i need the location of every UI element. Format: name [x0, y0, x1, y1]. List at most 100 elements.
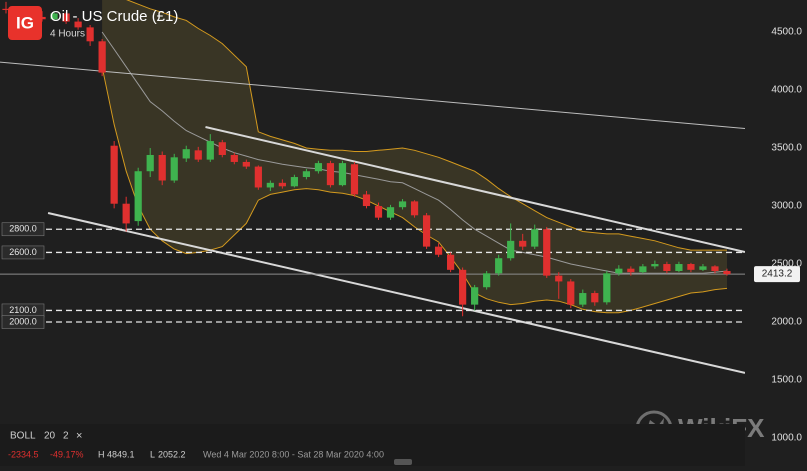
- candle-body: [338, 163, 347, 186]
- level-label: 2800.0: [9, 224, 37, 234]
- interval: 4 Hours: [50, 29, 85, 40]
- candle-body: [146, 154, 154, 172]
- y-tick-label: 4000.0: [771, 85, 802, 96]
- candle-body: [74, 21, 82, 28]
- level-label-box: [1, 245, 45, 260]
- trendline: [0, 61, 745, 130]
- candle-body: [2, 8, 10, 10]
- candle-body: [422, 215, 431, 247]
- candle-body: [675, 264, 683, 271]
- indicator-period: 20: [44, 431, 56, 442]
- candle-body: [507, 240, 515, 259]
- candle-body: [86, 27, 94, 42]
- indicator-name: BOLL: [10, 431, 36, 442]
- candle-body: [615, 268, 623, 274]
- candle-body: [314, 163, 323, 172]
- status-bar-bg: [0, 424, 745, 466]
- candle-body: [627, 268, 635, 273]
- candle-body: [483, 273, 491, 288]
- candle-body: [254, 166, 262, 188]
- level-label: 2100.0: [9, 305, 37, 315]
- instrument-title: Oil - US Crude (£1): [50, 8, 178, 25]
- candle-body: [350, 164, 359, 195]
- candle-body: [723, 270, 731, 275]
- change: -2334.5: [8, 449, 39, 459]
- y-tick-label: 4500.0: [771, 27, 802, 38]
- band-lower: [101, 66, 728, 314]
- indicator-deviation: 2: [63, 431, 69, 442]
- last-price-box: [754, 266, 800, 283]
- y-tick-label: 3500.0: [771, 143, 802, 154]
- candle-body: [495, 258, 503, 274]
- candle-body: [266, 182, 274, 188]
- candle-body: [290, 177, 298, 187]
- candle-body: [531, 229, 539, 247]
- last-price-label: 2413.2: [762, 269, 793, 280]
- logo-box: [8, 6, 42, 40]
- candle-body: [278, 182, 286, 187]
- price-axis: 4500.0 4000.0 3500.0 3000.0 2500.0 2000.0 1500…: [771, 27, 802, 444]
- level-label: 2600.0: [9, 247, 37, 257]
- high-value: 4849.1: [107, 449, 135, 459]
- high-label: H: [98, 449, 105, 459]
- candle-body: [603, 273, 611, 303]
- y-tick-label: 3000.0: [771, 201, 802, 212]
- candle-body: [386, 207, 395, 218]
- candle-body: [122, 203, 130, 224]
- y-tick-label: 1500.0: [771, 375, 802, 386]
- candle-body: [374, 206, 383, 218]
- candle-body: [639, 266, 647, 273]
- candle-body: [567, 281, 575, 305]
- candle-body: [194, 150, 202, 160]
- candle-body: [651, 264, 659, 267]
- candle-body: [38, 16, 46, 20]
- candle-body: [711, 266, 719, 271]
- header: IG Oil - US Crude (£1) 4 Hours: [8, 6, 178, 40]
- candle-body: [699, 266, 707, 270]
- candle-body: [398, 201, 407, 208]
- band-fill: [102, 0, 727, 313]
- candle-body: [410, 201, 419, 216]
- candle-body: [242, 161, 250, 167]
- candle-body: [230, 154, 238, 162]
- y-tick-label: 2000.0: [771, 317, 802, 328]
- candle-body: [591, 293, 599, 303]
- indicator-close[interactable]: ×: [76, 430, 82, 442]
- candle-body: [663, 264, 671, 271]
- date-range: Wed 4 Mar 2020 8:00 - Sat 28 Mar 2020 4:…: [203, 449, 384, 459]
- candle-body: [62, 13, 70, 22]
- change-percent: -49.17%: [50, 449, 84, 459]
- candle-body: [302, 171, 311, 178]
- candle-body: [326, 163, 335, 186]
- logo-text: IG: [16, 13, 34, 32]
- candle-body: [110, 145, 118, 204]
- y-tick-label: 1000.0: [771, 433, 802, 444]
- candle-body: [218, 142, 226, 155]
- status-bar: BOLL 20 2 × -2334.5 -49.17% H 4849.1 L 2…: [0, 424, 745, 466]
- trendline: [205, 126, 745, 253]
- scroll-handle[interactable]: [394, 459, 412, 465]
- trendline: [47, 212, 745, 374]
- band-middle: [101, 31, 728, 274]
- low-value: 2052.2: [158, 449, 186, 459]
- band-upper: [126, 0, 727, 251]
- candle-body: [555, 275, 563, 282]
- candle-body: [447, 254, 455, 270]
- level-label-box: [1, 315, 45, 329]
- candle-body: [206, 141, 214, 160]
- candle-body: [50, 13, 58, 20]
- level-label: 2000.0: [9, 316, 37, 326]
- candle-body: [543, 229, 551, 276]
- candle-body: [158, 154, 166, 181]
- candle-body: [170, 157, 178, 181]
- candle-body: [687, 264, 695, 270]
- low-label: L: [150, 449, 155, 459]
- candle-body: [434, 246, 443, 255]
- candle-body: [134, 171, 142, 222]
- candle-body: [362, 194, 371, 207]
- candle-body: [98, 41, 106, 73]
- candle-body: [459, 269, 467, 305]
- level-label-box: [1, 222, 45, 237]
- y-tick-label: 2500.0: [771, 259, 802, 270]
